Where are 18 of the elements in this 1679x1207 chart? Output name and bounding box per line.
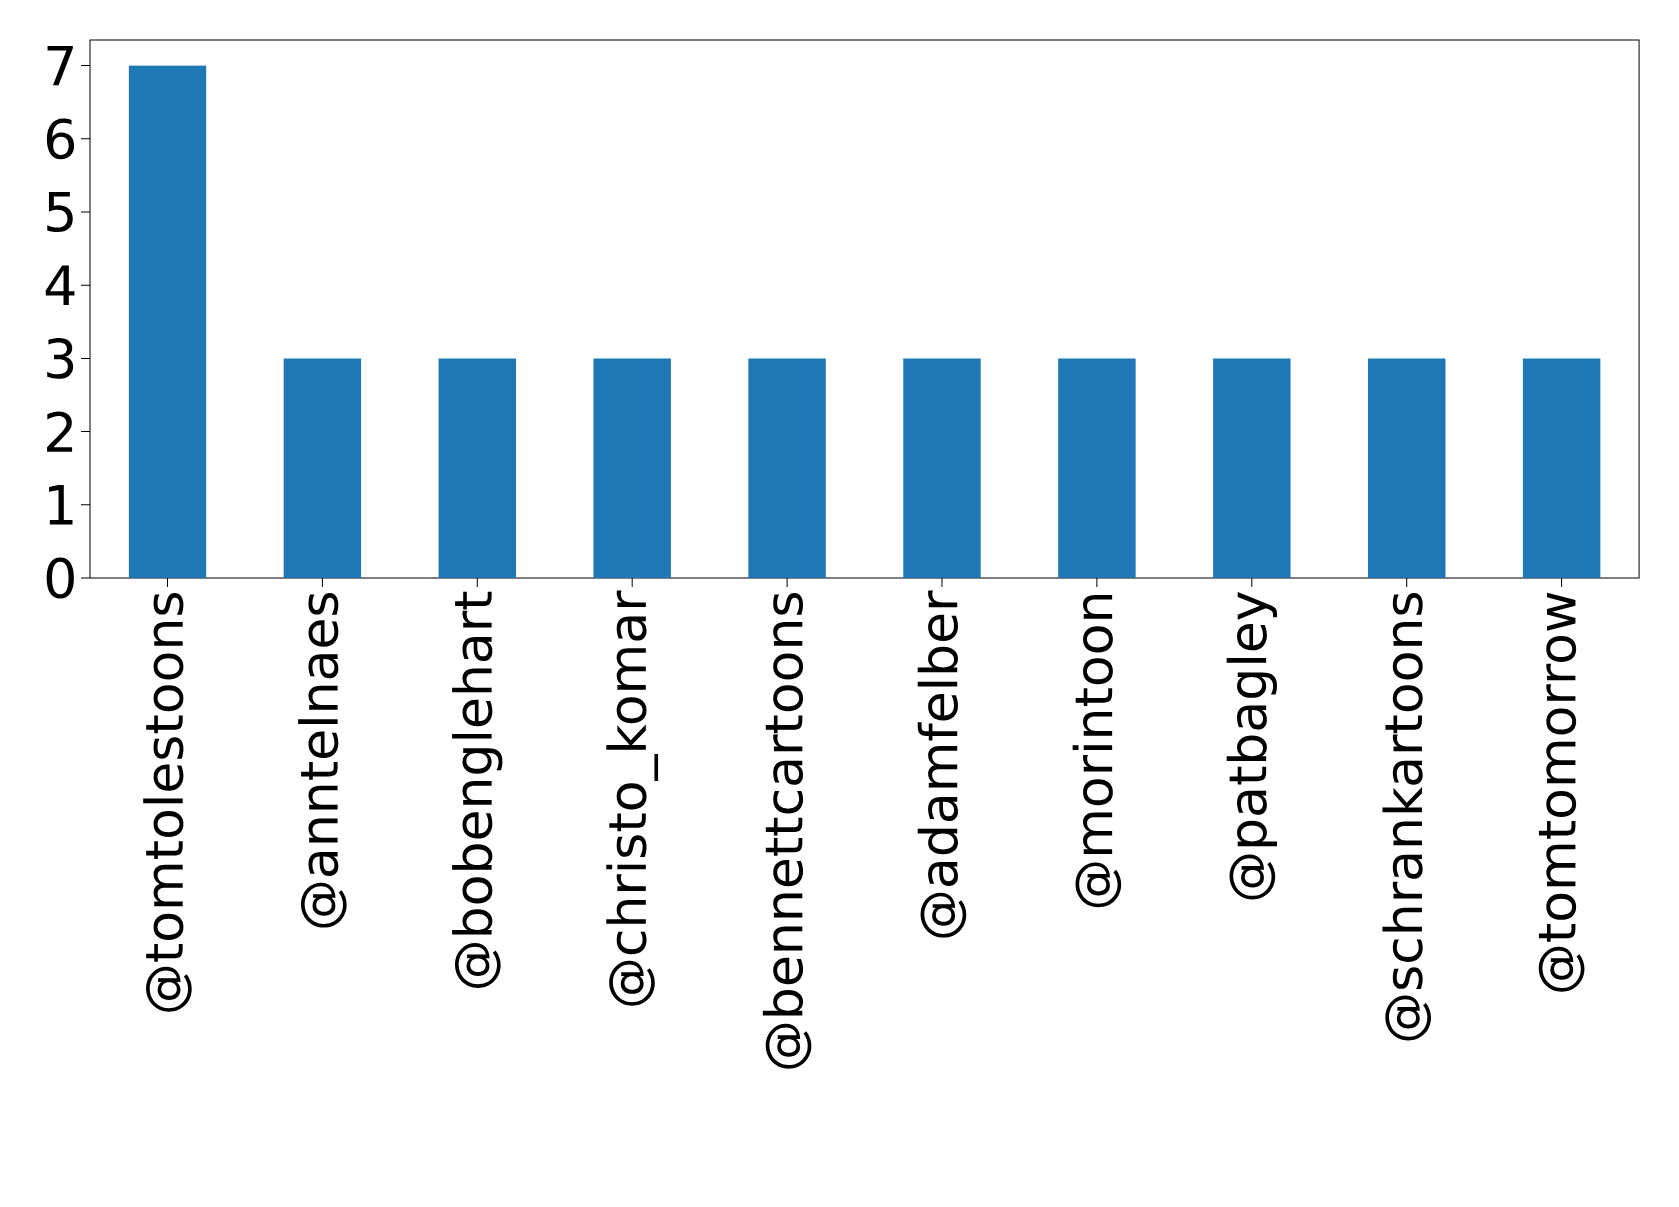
y-tick-label: 0 [46, 557, 74, 599]
y-tick-label: 7 [47, 45, 73, 86]
x-tick-label: @christo_komar [606, 590, 659, 1006]
y-tick-label: 1 [49, 485, 73, 525]
x-tick-label: @bennettcartoons [762, 593, 812, 1069]
x-tick-label: @anntelnaes [298, 593, 347, 928]
x-tick-label: @morintoon [1072, 594, 1122, 908]
y-tick-label: 6 [46, 118, 75, 160]
x-tick-label: @patbagley [1226, 592, 1277, 900]
x-tick-label: @bobenglehart [452, 591, 503, 988]
y-tick-label: 5 [47, 191, 73, 233]
y-tick-label: 3 [47, 337, 74, 379]
x-tick-label: @tomtomorrow [1538, 592, 1585, 992]
x-tick-label: @schrankartoons [1382, 592, 1431, 1041]
x-tick-label: @tomtolestoons [143, 593, 192, 1012]
x-tick-label: @adamfelber [917, 590, 967, 938]
y-tick-label: 2 [47, 411, 73, 452]
y-tick-label: 4 [45, 265, 75, 305]
